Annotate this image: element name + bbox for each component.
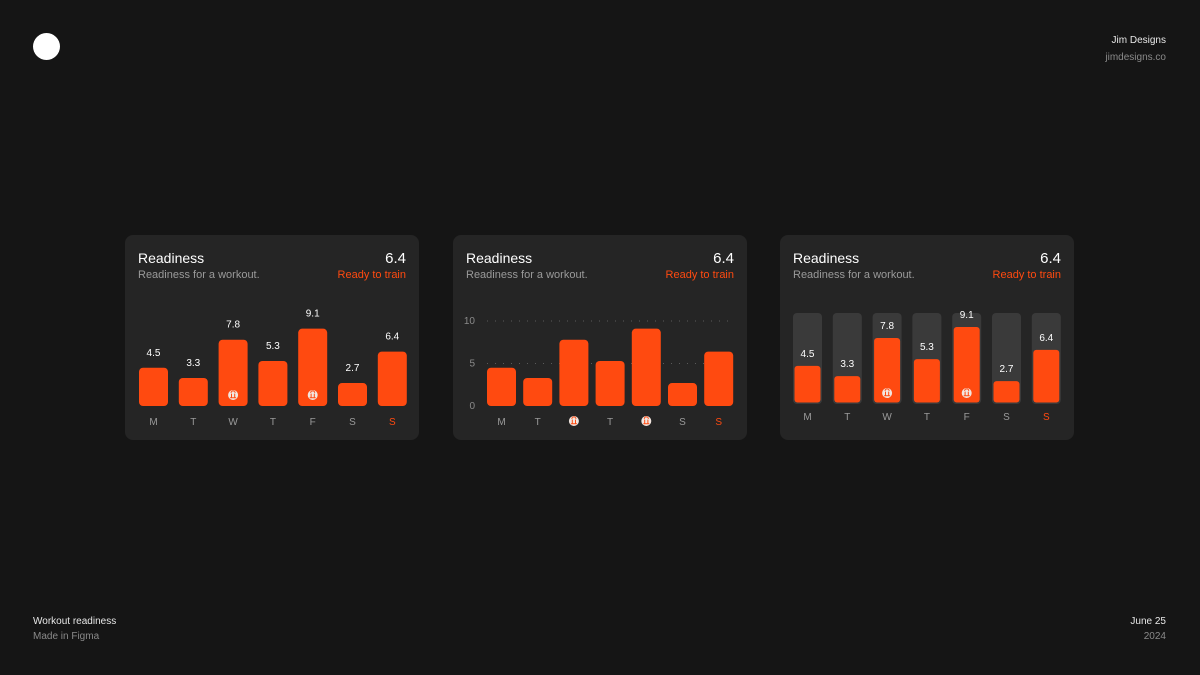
card-title: Readiness: [138, 250, 205, 266]
footer-date: June 25: [1130, 616, 1166, 627]
bar-value-label: 3.3: [840, 359, 854, 370]
bar-value-label: 2.7: [1000, 364, 1014, 375]
x-tick-label: T: [270, 417, 276, 428]
x-tick-label: T: [844, 412, 850, 423]
readiness-bar-chart-track: 4.5 M 3.3 T 7.8 W 5.3 T 9.1 F 2.7 S 6.4 S: [793, 310, 1061, 423]
x-tick-label: T: [535, 417, 541, 428]
footer-right: June 25 2024: [1130, 615, 1166, 644]
bar-value-label: 4.5: [801, 349, 815, 360]
workout-icon: [228, 390, 239, 400]
bar-value-label: 5.3: [920, 342, 934, 353]
x-tick-label: M: [149, 417, 157, 428]
bar: [218, 339, 248, 406]
x-tick-label: T: [607, 417, 613, 428]
x-tick-label: S: [679, 417, 686, 428]
card-subtitle: Readiness for a workout.: [466, 269, 588, 281]
bar: [338, 383, 367, 406]
x-tick-label: S: [715, 417, 722, 428]
card-status: Ready to train: [992, 269, 1061, 281]
bar-value-label: 5.3: [266, 341, 280, 352]
bar: [953, 326, 980, 403]
bar: [178, 377, 208, 406]
brand-site[interactable]: jimdesigns.co: [1105, 52, 1166, 63]
card-status: Ready to train: [665, 269, 734, 281]
workout-icon: [568, 416, 579, 426]
workout-icon: [882, 388, 893, 398]
bar: [794, 365, 821, 403]
bar-value-label: 9.1: [960, 310, 974, 321]
card-title: Readiness: [466, 250, 533, 266]
brand-name: Jim Designs: [1111, 35, 1166, 46]
readiness-card-axis: Readiness Readiness for a workout. 6.4 R…: [453, 235, 747, 440]
x-tick-label: M: [497, 417, 505, 428]
bar: [874, 337, 901, 403]
bar: [704, 351, 734, 406]
y-tick-label: 0: [469, 401, 475, 412]
footer-year: 2024: [1143, 631, 1166, 642]
brand-block: Jim Designs jimdesigns.co: [1105, 34, 1166, 65]
x-tick-label: T: [190, 417, 196, 428]
bar: [377, 351, 407, 406]
card-score: 6.4: [385, 250, 406, 267]
bar: [298, 328, 328, 406]
x-tick-label: F: [964, 412, 970, 423]
bar-value-label: 9.1: [306, 309, 320, 320]
bar: [668, 383, 697, 406]
footer-project-title: Workout readiness: [33, 616, 117, 627]
bar-value-label: 2.7: [346, 363, 360, 374]
x-tick-label: T: [924, 412, 930, 423]
card-score: 6.4: [713, 250, 734, 267]
card-subtitle: Readiness for a workout.: [793, 269, 915, 281]
bar: [523, 377, 553, 406]
x-tick-label: S: [349, 417, 356, 428]
x-tick-label: S: [389, 417, 396, 428]
card-score: 6.4: [1040, 250, 1061, 267]
x-tick-label: M: [803, 412, 811, 423]
bar: [993, 381, 1020, 403]
footer-project-sub: Made in Figma: [33, 631, 100, 642]
bar-value-label: 7.8: [880, 321, 894, 332]
card-status: Ready to train: [337, 269, 406, 281]
bar-value-label: 3.3: [186, 358, 200, 369]
bar-value-label: 6.4: [385, 332, 399, 343]
footer-left: Workout readiness Made in Figma: [33, 615, 116, 644]
bar: [559, 339, 589, 406]
bar: [258, 360, 288, 406]
logo: [33, 33, 60, 60]
workout-icon: [641, 416, 652, 426]
bar: [487, 367, 516, 406]
bar: [913, 359, 940, 403]
x-tick-label: S: [1043, 412, 1050, 423]
x-tick-label: S: [1003, 412, 1010, 423]
bar: [1033, 349, 1060, 403]
bar-value-label: 4.5: [147, 348, 161, 359]
readiness-card-track: Readiness Readiness for a workout. 6.4 R…: [780, 235, 1074, 440]
readiness-bar-chart-axis: 0 5 10 M T T S S: [464, 316, 735, 428]
x-tick-label: W: [228, 417, 238, 428]
bar: [631, 328, 661, 406]
bar: [595, 360, 625, 406]
readiness-bar-chart-labeled: 4.5 M 3.3 T 7.8 W 5.3 T 9.1 F 2.7 S 6.4 S: [139, 309, 407, 428]
card-title: Readiness: [793, 250, 860, 266]
card-subtitle: Readiness for a workout.: [138, 269, 260, 281]
y-tick-label: 10: [464, 316, 476, 327]
x-tick-label: F: [310, 417, 316, 428]
bar-value-label: 7.8: [226, 320, 240, 331]
workout-icon: [961, 388, 972, 398]
bar: [139, 367, 168, 406]
workout-icon: [307, 390, 318, 400]
bar-value-label: 6.4: [1039, 333, 1053, 344]
bar: [834, 376, 861, 403]
readiness-card-labeled: Readiness Readiness for a workout. 6.4 R…: [125, 235, 419, 440]
x-tick-label: W: [882, 412, 892, 423]
y-tick-label: 5: [469, 359, 475, 370]
